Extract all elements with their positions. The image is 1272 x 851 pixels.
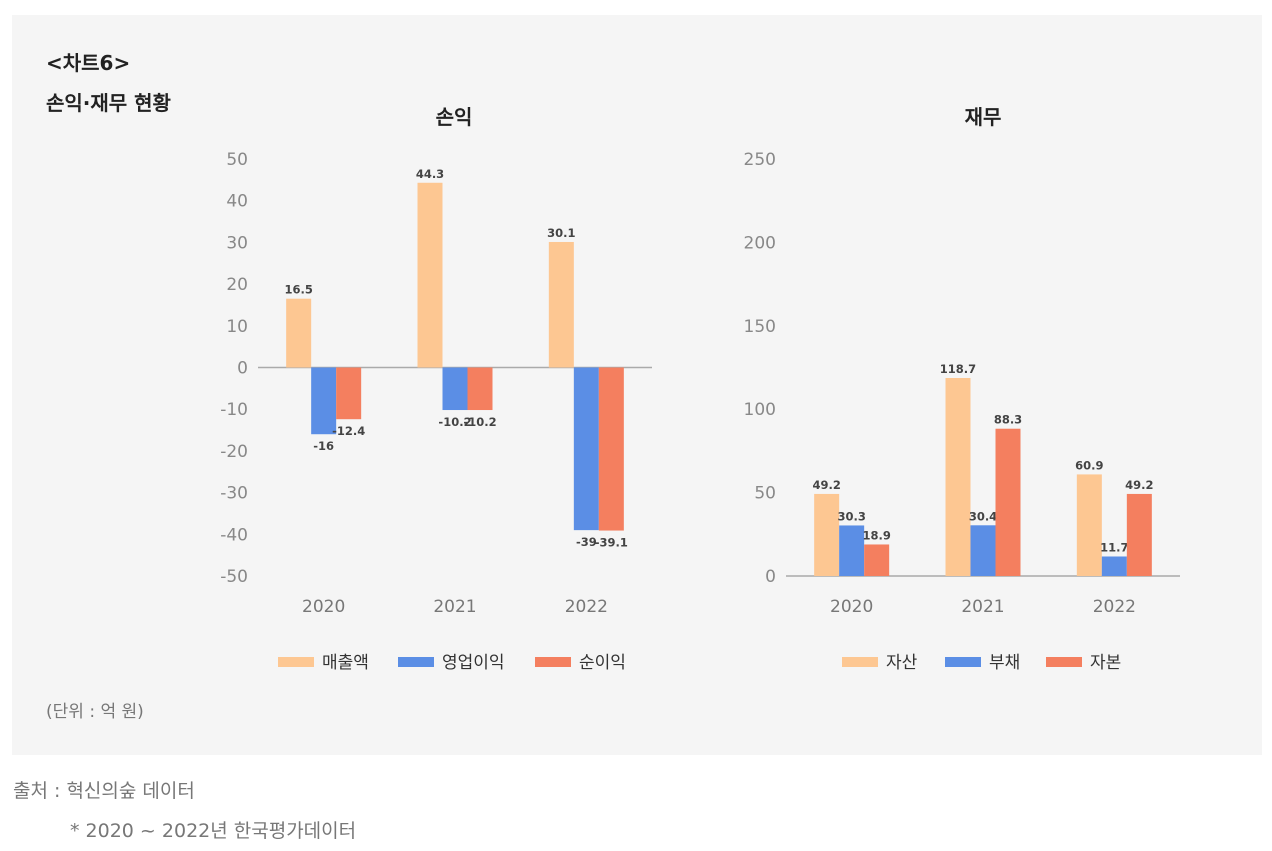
- data-label: -10.2: [438, 415, 471, 429]
- data-label: 11.7: [1100, 540, 1128, 554]
- chart-panel: [12, 15, 1262, 755]
- bar-부채: [839, 525, 865, 576]
- legend-swatch: [1046, 657, 1082, 667]
- bar-자본: [995, 428, 1021, 576]
- y-tick-label: 250: [744, 150, 776, 170]
- bar-자산: [814, 493, 840, 576]
- y-tick-label: 50: [226, 150, 248, 170]
- x-category-label: 2020: [302, 597, 345, 617]
- data-label: -39.1: [595, 536, 628, 550]
- bar-자산: [945, 378, 971, 576]
- x-category-label: 2022: [1093, 597, 1136, 617]
- legend-label: 자산: [886, 653, 918, 673]
- bar-매출액: [417, 182, 443, 368]
- data-label: 30.1: [547, 226, 575, 240]
- y-tick-label: 0: [237, 359, 248, 379]
- legend-swatch: [398, 657, 434, 667]
- chart-number: <차트6>: [46, 51, 131, 75]
- y-tick-label: 200: [744, 233, 776, 253]
- bar-부채: [970, 525, 996, 576]
- legend-swatch: [842, 657, 878, 667]
- chart-title: 손익: [436, 105, 473, 129]
- data-label: -39: [576, 535, 597, 549]
- bar-영업이익: [573, 367, 599, 531]
- y-tick-label: -10: [220, 400, 248, 420]
- data-label: 118.7: [940, 362, 976, 376]
- legend-label: 영업이익: [442, 653, 505, 673]
- y-tick-label: 10: [226, 317, 248, 337]
- x-category-label: 2021: [961, 597, 1004, 617]
- legend-label: 부채: [989, 653, 1020, 673]
- bar-영업이익: [311, 367, 337, 435]
- bar-매출액: [286, 298, 312, 368]
- data-label: -10.2: [463, 415, 496, 429]
- bar-영업이익: [442, 367, 468, 411]
- chart-title: 재무: [965, 105, 1002, 129]
- y-tick-label: 30: [226, 233, 248, 253]
- y-tick-label: -40: [220, 525, 248, 545]
- data-label: 30.3: [837, 509, 865, 523]
- y-tick-label: -20: [220, 442, 248, 462]
- data-label: -12.4: [332, 424, 365, 438]
- y-tick-label: 0: [765, 567, 776, 587]
- bar-자본: [864, 544, 890, 576]
- x-category-label: 2021: [433, 597, 476, 617]
- bar-매출액: [548, 241, 574, 368]
- bar-자산: [1076, 474, 1102, 576]
- data-label: 44.3: [416, 167, 444, 181]
- data-label: 49.2: [1125, 478, 1153, 492]
- y-tick-label: -50: [220, 567, 248, 587]
- y-tick-label: -30: [220, 484, 248, 504]
- y-tick-label: 50: [754, 484, 776, 504]
- source-line: 출처 : 혁신의숲 데이터: [13, 780, 195, 802]
- unit-note: (단위 : 억 원): [46, 702, 144, 722]
- legend-swatch: [945, 657, 981, 667]
- bar-순이익: [598, 367, 624, 531]
- y-tick-label: 100: [744, 400, 776, 420]
- data-label: 88.3: [994, 413, 1022, 427]
- source-note: * 2020 ~ 2022년 한국평가데이터: [70, 820, 357, 842]
- data-label: 60.9: [1075, 458, 1103, 472]
- legend-label: 매출액: [322, 653, 369, 673]
- data-label: 49.2: [812, 478, 840, 492]
- legend-label: 순이익: [579, 653, 626, 673]
- legend-swatch: [278, 657, 314, 667]
- bar-부채: [1101, 556, 1127, 576]
- y-tick-label: 40: [226, 192, 248, 212]
- data-label: 18.9: [862, 528, 890, 542]
- bar-순이익: [336, 367, 362, 420]
- x-category-label: 2020: [830, 597, 873, 617]
- legend-label: 자본: [1090, 653, 1121, 673]
- data-label: 16.5: [284, 283, 312, 297]
- chart-subtitle: 손익·재무 현황: [46, 91, 171, 115]
- bar-순이익: [467, 367, 493, 411]
- y-tick-label: 20: [226, 275, 248, 295]
- legend-swatch: [535, 657, 571, 667]
- y-tick-label: 150: [744, 317, 776, 337]
- x-category-label: 2022: [565, 597, 608, 617]
- data-label: 30.4: [969, 509, 997, 523]
- bar-자본: [1126, 493, 1152, 576]
- data-label: -16: [313, 439, 334, 453]
